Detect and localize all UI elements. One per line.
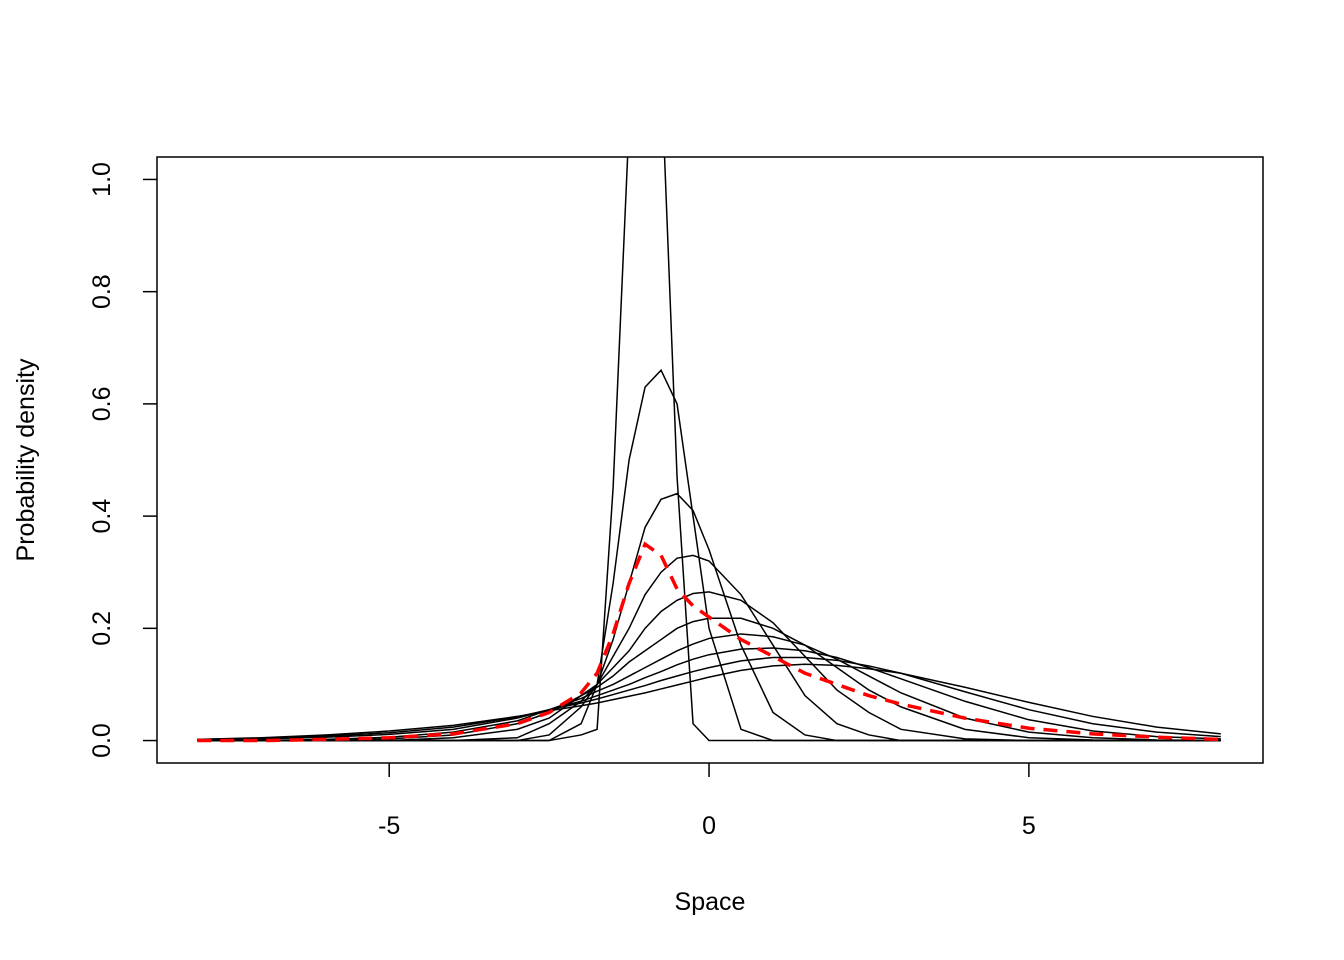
- series-line: [197, 656, 1221, 741]
- series-line: [197, 647, 1221, 741]
- y-tick-label: 1.0: [88, 162, 116, 197]
- y-tick-label: 0.6: [88, 387, 116, 422]
- series-line: [197, 554, 1221, 742]
- series-line: [197, 368, 1221, 742]
- y-axis-label: Probability density: [12, 358, 40, 561]
- series-line: [197, 617, 1221, 742]
- series-line: [197, 663, 1221, 741]
- y-tick-label: 0.8: [88, 274, 116, 309]
- y-tick-label: 0.0: [88, 723, 116, 758]
- y-tick-label: 0.2: [88, 611, 116, 646]
- series-line: [197, 541, 1221, 743]
- x-tick-label: -5: [378, 812, 400, 840]
- y-tick-label: 0.4: [88, 499, 116, 534]
- x-tick-label: 5: [1022, 812, 1036, 840]
- series-line: [197, 633, 1221, 742]
- plot-frame: [156, 156, 1264, 764]
- plot-lines: [197, 157, 1221, 743]
- x-axis-label: Space: [675, 888, 746, 916]
- x-tick-label: 0: [702, 812, 716, 840]
- series-line: [197, 591, 1221, 742]
